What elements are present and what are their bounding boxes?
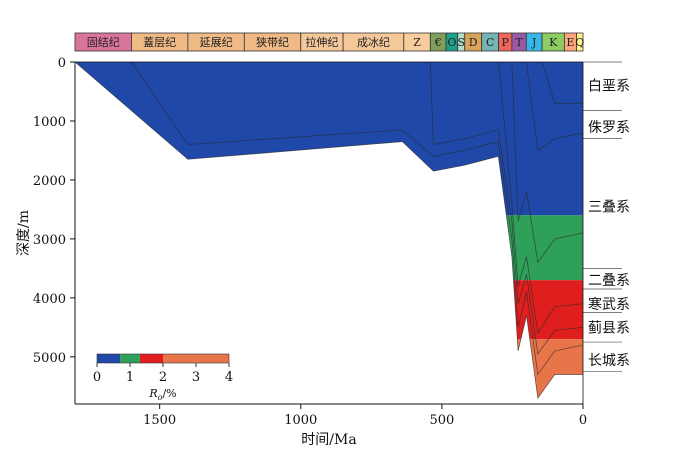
legend-title: Ro/% (148, 387, 176, 402)
period-label-12: P (502, 36, 510, 49)
period-label-1: 蓋层纪 (143, 36, 176, 49)
legend-swatch-2 (139, 354, 163, 363)
x-tick-label-2: 500 (429, 413, 454, 428)
x-tick-label-3: 0 (579, 413, 587, 428)
legend-swatch-0 (97, 354, 121, 363)
period-label-11: C (486, 36, 494, 49)
maturity-legend: 0 1 2 3 4 Ro/% (93, 353, 233, 402)
legend-tick-label-1: 1 (126, 370, 134, 385)
formation-label-0: 白垩系 (588, 79, 630, 95)
period-label-6: Z (413, 36, 421, 49)
period-label-8: O (447, 36, 456, 49)
y-tick-label-5: 5000 (33, 351, 66, 366)
burial-horizon-1 (131, 61, 584, 376)
y-tick-label-1: 1000 (33, 115, 66, 130)
y-tick-label-0: 0 (58, 56, 66, 71)
period-cell-17 (576, 32, 584, 52)
y-tick-label-4: 4000 (33, 292, 66, 307)
period-label-2: 延展纪 (200, 36, 233, 49)
period-label-9: S (457, 36, 465, 49)
period-label-10: D (469, 36, 478, 49)
formation-label-3: 二叠系 (588, 273, 630, 289)
legend-tick-label-3: 3 (192, 370, 200, 385)
period-label-5: 成冰纪 (357, 36, 390, 49)
x-tick-label-0: 1500 (143, 413, 176, 428)
period-label-4: 拉伸纪 (305, 35, 338, 49)
formation-label-2: 三叠系 (588, 199, 630, 215)
geologic-timescale-bar: 固结纪 蓋层纪 延展纪 狭带纪 拉伸纪 成冰纪 Z € O S D C P T J K E Q (74, 32, 584, 52)
period-label-0: 固结纪 (87, 36, 120, 49)
period-label-7: € (434, 36, 442, 49)
legend-swatch-3 (163, 354, 229, 363)
plot-area (74, 61, 584, 400)
formation-label-1: 侏罗系 (588, 120, 630, 136)
period-label-14: J (531, 36, 536, 49)
legend-swatch-1 (120, 354, 140, 363)
formation-label-5: 蓟县系 (588, 320, 630, 336)
legend-tick-label-4: 4 (225, 370, 233, 385)
period-label-3: 狭带纪 (256, 36, 289, 49)
period-label-16: E (566, 36, 574, 49)
period-label-17: Q (575, 36, 584, 49)
burial-horizon-3 (498, 61, 584, 335)
y-axis-label: 深度/m (16, 210, 32, 256)
burial-horizon-4 (511, 61, 584, 264)
maturity-zone-1 (75, 215, 583, 281)
y-tick-label-3: 3000 (33, 233, 66, 248)
formation-label-6: 长城系 (588, 353, 630, 369)
burial-horizon-lines (74, 61, 584, 400)
burial-horizon-5 (525, 61, 584, 152)
burial-horizon-0 (74, 61, 583, 400)
y-tick-label-2: 2000 (33, 174, 66, 189)
maturity-zone-2 (75, 280, 583, 340)
formation-label-4: 寒武系 (588, 296, 630, 313)
period-label-15: K (549, 36, 558, 49)
burial-horizon-6 (541, 61, 583, 104)
x-tick-label-1: 1000 (284, 413, 317, 428)
x-axis-label: 时间/Ma (301, 432, 356, 448)
maturity-zone-0 (75, 62, 583, 216)
legend-tick-label-2: 2 (159, 370, 167, 385)
legend-tick-label-0: 0 (93, 370, 101, 385)
maturity-zones (75, 62, 583, 399)
period-label-13: T (515, 36, 523, 49)
burial-horizon-2 (429, 61, 584, 355)
